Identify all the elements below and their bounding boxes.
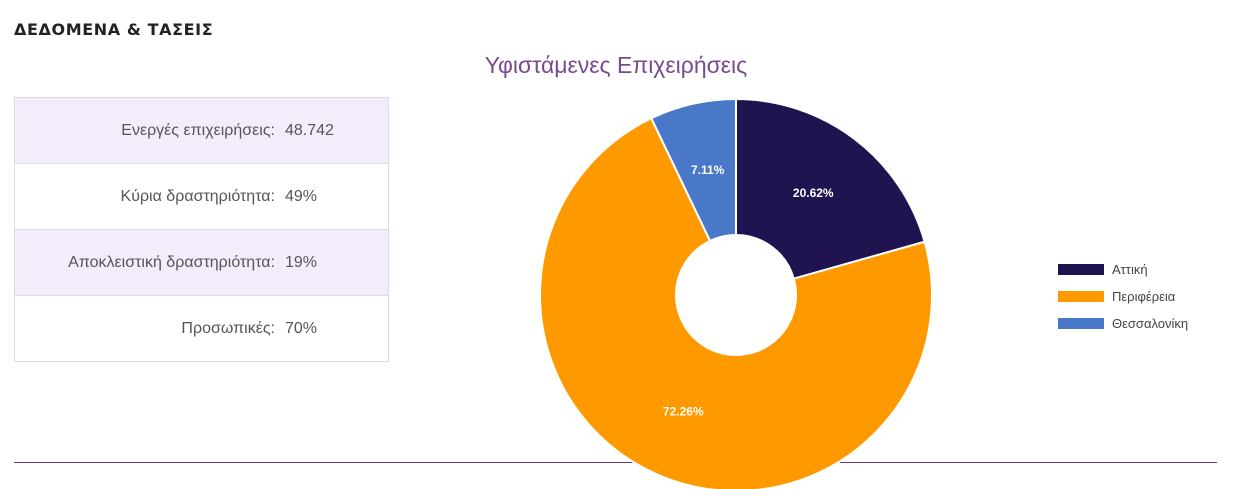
stat-row-active-businesses: Ενεργές επιχειρήσεις: 48.742	[15, 98, 388, 164]
stat-value: 49%	[285, 187, 318, 205]
slice-data-label-1: 72.26%	[663, 405, 704, 419]
stat-value: 70%	[285, 319, 318, 337]
chart-legend: Αττική Περιφέρεια Θεσσαλονίκη	[1058, 256, 1188, 337]
slice-data-label-2: 7.11%	[691, 163, 725, 177]
pie-slice-0[interactable]	[735, 97, 926, 280]
stat-label: Προσωπικές:	[181, 319, 275, 337]
stat-label: Κύρια δραστηριότητα:	[120, 187, 275, 205]
stat-row-exclusive-activity: Αποκλειστική δραστηριότητα: 19%	[15, 230, 388, 296]
stats-table: Ενεργές επιχειρήσεις: 48.742 Κύρια δραστ…	[14, 97, 389, 362]
chart-title: Υφιστάμενες Επιχειρήσεις	[484, 52, 748, 78]
stat-label: Ενεργές επιχειρήσεις:	[121, 121, 275, 139]
legend-swatch	[1058, 318, 1104, 329]
pie-slice-1[interactable]	[539, 116, 933, 489]
stat-row-personal: Προσωπικές: 70%	[15, 296, 388, 361]
stat-value: 19%	[285, 253, 318, 271]
legend-item-perifereia[interactable]: Περιφέρεια	[1058, 283, 1188, 310]
pie-slice-2[interactable]	[649, 97, 737, 243]
legend-item-thessaloniki[interactable]: Θεσσαλονίκη	[1058, 310, 1188, 337]
section-divider	[14, 462, 1217, 463]
section-heading: ΔΕΔΟΜΕΝΑ & ΤΑΣΕΙΣ	[14, 20, 214, 39]
stat-value: 48.742	[285, 121, 334, 139]
legend-label: Περιφέρεια	[1112, 289, 1176, 304]
slice-data-label-0: 20.62%	[793, 186, 834, 200]
legend-label: Θεσσαλονίκη	[1112, 316, 1189, 331]
legend-item-attiki[interactable]: Αττική	[1058, 256, 1188, 283]
legend-swatch	[1058, 291, 1104, 302]
legend-label: Αττική	[1112, 262, 1148, 277]
legend-swatch	[1058, 264, 1104, 275]
stat-row-main-activity: Κύρια δραστηριότητα: 49%	[15, 164, 388, 230]
stat-label: Αποκλειστική δραστηριότητα:	[68, 253, 275, 271]
